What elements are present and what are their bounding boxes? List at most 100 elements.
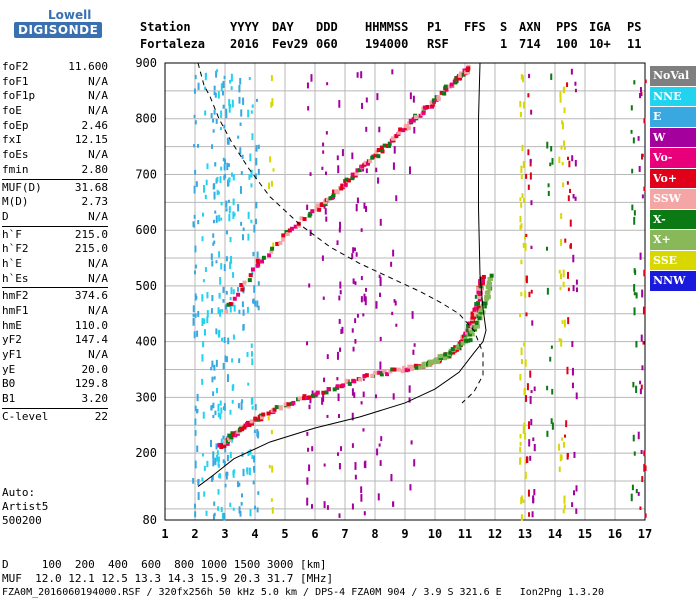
x-tick-label: 11 [458, 527, 472, 541]
noise-mark [376, 93, 379, 101]
noise-mark [395, 195, 398, 202]
echo-point [240, 427, 245, 432]
noise-mark [309, 398, 312, 404]
noise-mark [239, 122, 242, 126]
noise-mark [321, 397, 324, 405]
noise-mark [364, 300, 367, 306]
echo-point [275, 241, 280, 246]
echo-point [256, 417, 261, 422]
echo-point [376, 154, 381, 159]
noise-mark [353, 392, 356, 398]
noise-mark [231, 385, 234, 391]
noise-mark [239, 510, 242, 517]
noise-mark [271, 98, 274, 107]
echo-point [408, 118, 413, 123]
param-row: B0 129.8 [2, 377, 108, 392]
noise-mark [194, 293, 197, 301]
noise-mark [226, 454, 229, 462]
param-name: foEp [2, 118, 29, 132]
param-value: 2.46 [81, 118, 109, 132]
echo-point [293, 224, 298, 229]
noise-mark [229, 261, 232, 270]
noise-mark [338, 318, 341, 324]
echo-point [225, 439, 230, 444]
noise-mark [323, 501, 326, 509]
noise-mark [412, 349, 415, 355]
echo-point [278, 405, 283, 410]
noise-mark [229, 451, 232, 459]
noise-mark [211, 360, 214, 368]
param-value: 22 [94, 409, 108, 423]
echo-point [357, 168, 362, 173]
noise-mark [360, 228, 363, 232]
legend-item: E [650, 107, 696, 127]
noise-mark [322, 142, 325, 147]
noise-mark [217, 307, 220, 315]
noise-mark [635, 488, 638, 494]
noise-mark [216, 176, 219, 182]
echo-point [478, 308, 483, 313]
noise-mark [633, 307, 636, 316]
noise-mark [631, 484, 634, 491]
noise-mark [642, 306, 645, 315]
noise-mark [338, 513, 341, 518]
noise-mark [197, 478, 200, 484]
param-value: N/A [88, 104, 108, 118]
noise-mark [253, 285, 256, 293]
echo-point [458, 73, 463, 78]
noise-mark [640, 334, 643, 342]
noise-mark [227, 337, 230, 345]
noise-mark [213, 183, 216, 189]
param-value: N/A [88, 304, 108, 317]
noise-mark [238, 482, 241, 487]
noise-mark [360, 493, 363, 502]
noise-mark [363, 202, 366, 209]
noise-mark [633, 284, 636, 292]
echo-point [350, 176, 355, 181]
noise-mark [222, 286, 225, 293]
param-value: N/A [88, 74, 108, 88]
echo-point [464, 338, 469, 343]
noise-mark [322, 394, 325, 402]
noise-mark [336, 240, 339, 246]
noise-mark [392, 501, 395, 507]
echo-point [397, 130, 402, 135]
echo-point [255, 258, 260, 263]
noise-mark [194, 264, 197, 269]
param-name: hmF1 [2, 304, 29, 317]
noise-mark [527, 149, 530, 156]
noise-mark [194, 405, 197, 412]
noise-mark [326, 82, 329, 86]
noise-mark [269, 156, 272, 163]
noise-mark [193, 503, 196, 509]
noise-mark [222, 435, 225, 440]
noise-mark [206, 316, 209, 324]
noise-mark [560, 145, 563, 150]
noise-mark [220, 166, 223, 171]
noise-mark [268, 182, 271, 190]
noise-mark [560, 454, 563, 461]
noise-mark [222, 362, 225, 370]
noise-mark [551, 158, 554, 165]
y-tick-label: 300 [135, 390, 157, 404]
echo-point [373, 370, 378, 375]
noise-mark [216, 69, 219, 73]
echo-point [267, 253, 272, 258]
noise-mark [520, 514, 523, 521]
echo-point [299, 216, 304, 221]
noise-mark [229, 79, 232, 84]
noise-mark [196, 445, 199, 453]
noise-mark [528, 512, 531, 517]
noise-mark [255, 145, 258, 152]
echo-point [449, 82, 454, 87]
noise-mark [252, 298, 255, 304]
noise-mark [325, 216, 328, 222]
noise-mark [219, 309, 222, 317]
x-tick-label: 4 [251, 527, 258, 541]
legend-item: NoVal [650, 66, 696, 86]
echo-point [476, 305, 481, 310]
noise-mark [311, 446, 314, 452]
noise-mark [246, 467, 249, 475]
noise-mark [551, 422, 554, 430]
noise-mark [563, 319, 566, 328]
